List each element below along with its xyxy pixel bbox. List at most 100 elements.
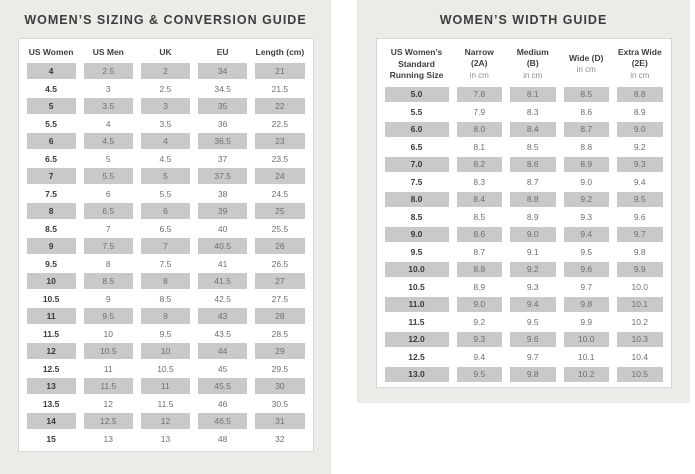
table-cell: 9.6 (563, 261, 609, 278)
table-row: 13 11.5 11 45.5 30 (26, 378, 305, 394)
table-cell: 26.5 (271, 258, 289, 269)
table-cell: 8.5 (473, 211, 486, 222)
table-cell: 29 (255, 343, 305, 359)
table-row: 12.0 9.3 9.6 10.0 10.3 (384, 331, 663, 348)
table-cell: 12 (103, 398, 114, 409)
table-cell: 31 (255, 413, 305, 429)
table-cell: 24.5 (271, 188, 289, 199)
table-cell: 8.5 (45, 223, 57, 234)
table-cell: 10.5 (157, 363, 174, 374)
table-row: 7.5 8.3 8.7 9.0 9.4 (385, 174, 663, 190)
table-cell: 6.5 (45, 153, 57, 164)
table-cell: 3 (105, 83, 111, 94)
table-cell: 10.0 (384, 261, 449, 278)
sizing-guide-title: WOMEN’S SIZING & CONVERSION GUIDE (24, 13, 307, 27)
table-cell: 37 (217, 153, 228, 164)
table-cell: 11 (103, 363, 113, 374)
table-cell: 9.6 (510, 331, 556, 348)
table-cell: 9.0 (580, 176, 593, 187)
table-cell: 13.0 (384, 366, 449, 383)
table-cell: 13 (26, 378, 76, 394)
table-cell: 9.0 (456, 296, 502, 313)
table-cell: 8.4 (456, 191, 502, 208)
table-cell: 8.8 (510, 191, 556, 208)
table-cell: 8.8 (456, 261, 502, 278)
table-cell: 10.2 (563, 366, 609, 383)
table-cell: 12 (26, 343, 76, 359)
table-cell: 26 (255, 238, 305, 254)
table-cell: 9.4 (473, 351, 486, 362)
column-header: Narrow (2A) in cm (464, 47, 494, 80)
table-cell: 48 (217, 433, 228, 444)
table-cell: 8.2 (456, 156, 502, 173)
table-row: 13.5 12 11.5 46 30.5 (27, 396, 305, 412)
table-cell: 8.8 (580, 141, 593, 152)
table-cell: 5 (26, 98, 76, 114)
table-cell: 8.7 (473, 246, 486, 257)
table-cell: 8.5 (410, 211, 423, 222)
table-cell: 11.5 (157, 398, 174, 409)
table-cell: 24 (255, 168, 305, 184)
table-cell: 6.5 (83, 203, 133, 219)
table-cell: 11.5 (83, 378, 133, 394)
table-cell: 9.8 (510, 366, 556, 383)
table-cell: 8.9 (473, 281, 486, 292)
table-row: 8.5 7 6.5 40 25.5 (27, 221, 305, 237)
sizing-table-card: US Women US Men UK EU Length (cm) 4 2.5 2 34 21 4… (17, 38, 314, 453)
table-cell: 5 (105, 153, 111, 164)
table-cell: 8.9 (633, 106, 646, 117)
table-cell: 9.3 (580, 211, 593, 222)
column-header: EU (216, 47, 229, 57)
table-cell: 10.0 (563, 331, 609, 348)
table-cell: 9.5 (159, 328, 172, 339)
table-cell: 40.5 (198, 238, 248, 254)
table-cell: 10 (26, 273, 76, 289)
table-cell: 8.1 (510, 86, 556, 103)
table-cell: 8.0 (384, 191, 449, 208)
table-cell: 9.0 (617, 121, 663, 138)
table-cell: 7 (26, 168, 76, 184)
table-cell: 8.1 (473, 141, 486, 152)
table-row: 8.0 8.4 8.8 9.2 9.5 (384, 191, 663, 208)
table-cell: 40 (217, 223, 228, 234)
table-cell: 8.9 (526, 211, 539, 222)
column-header: Length (cm) (255, 47, 305, 57)
table-cell: 43 (198, 308, 248, 324)
table-cell: 8 (105, 258, 111, 269)
table-cell: 37.5 (198, 168, 248, 184)
table-cell: 9.7 (580, 281, 593, 292)
table-cell: 27.5 (271, 293, 289, 304)
table-cell: 8 (26, 203, 76, 219)
table-cell: 8.9 (563, 156, 609, 173)
table-cell: 9.8 (633, 246, 646, 257)
table-row: 8.5 8.5 8.9 9.3 9.6 (385, 209, 663, 225)
table-row: 7 5.5 5 37.5 24 (26, 168, 305, 184)
table-cell: 10.3 (617, 331, 663, 348)
table-cell: 4 (26, 63, 76, 79)
table-row: 6 4.5 4 36.5 23 (26, 133, 305, 149)
header-row: US Women’s Standard Running Size Narrow (… (385, 42, 663, 85)
table-cell: 9 (105, 293, 111, 304)
table-cell: 29.5 (271, 363, 289, 374)
table-row: 14 12.5 12 46.5 31 (26, 413, 305, 429)
table-cell: 41.5 (198, 273, 248, 289)
table-cell: 8.5 (563, 86, 609, 103)
table-cell: 6.0 (384, 121, 449, 138)
table-cell: 6 (140, 203, 191, 219)
table-row: 5.5 7.9 8.3 8.6 8.9 (385, 104, 663, 120)
table-cell: 8.3 (526, 106, 539, 117)
table-cell: 7.5 (45, 188, 57, 199)
table-row: 12.5 9.4 9.7 10.1 10.4 (385, 349, 663, 365)
table-cell: 8.8 (617, 86, 663, 103)
table-cell: 8.7 (526, 176, 539, 187)
table-cell: 8 (140, 273, 191, 289)
table-row: 5.5 4 3.5 36 22.5 (27, 116, 305, 132)
table-cell: 35 (198, 98, 248, 114)
table-cell: 9.5 (580, 246, 593, 257)
table-cell: 4 (140, 133, 191, 149)
table-cell: 5.5 (83, 168, 133, 184)
table-cell: 9.0 (384, 226, 449, 243)
table-cell: 14 (26, 413, 76, 429)
table-cell: 5.5 (45, 118, 57, 129)
